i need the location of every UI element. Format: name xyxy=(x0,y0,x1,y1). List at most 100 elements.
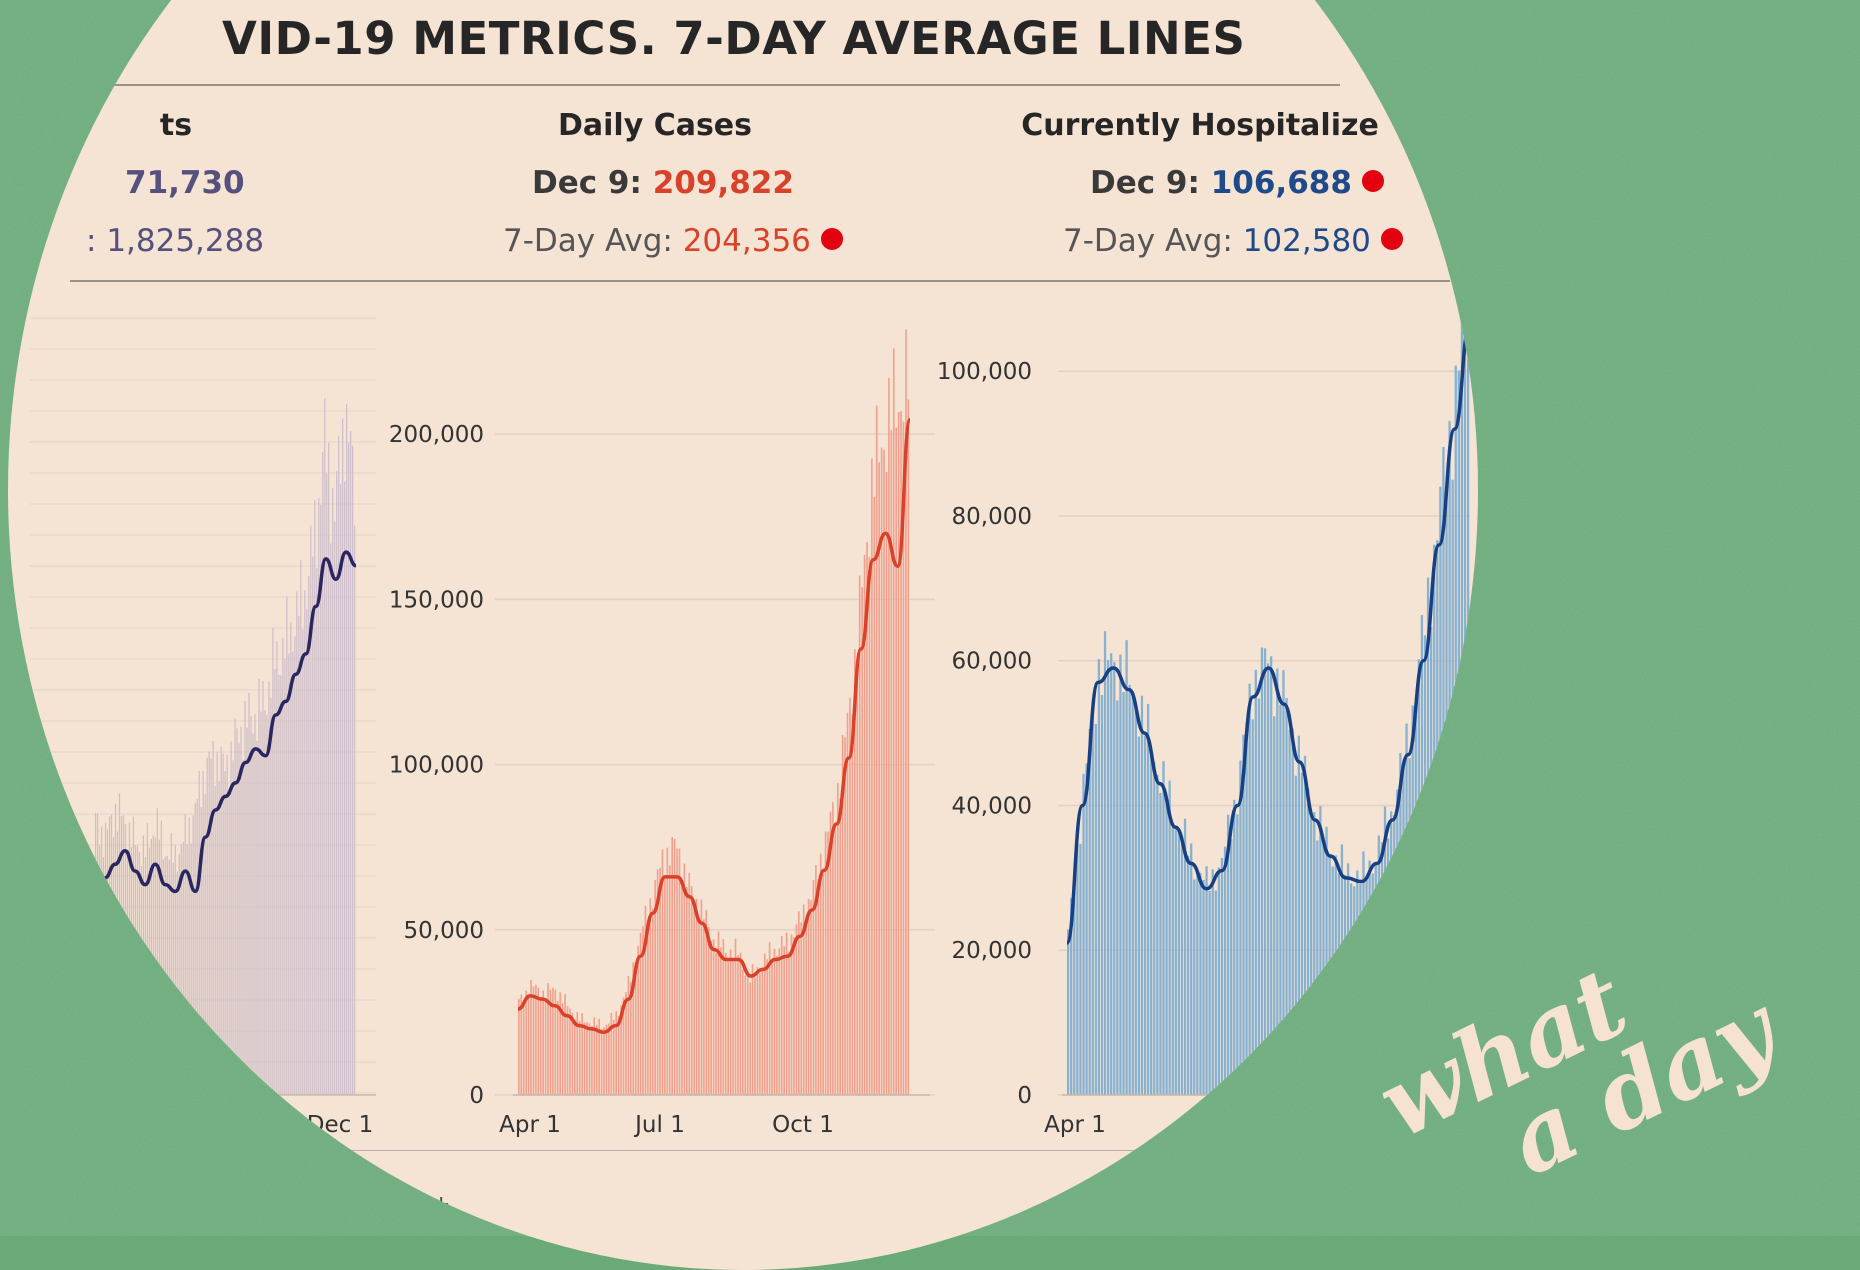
daily-bar-0-85 xyxy=(264,710,266,1095)
daily-bar-1-1 xyxy=(520,994,523,1095)
daily-bar-1-75 xyxy=(700,899,703,1095)
daily-bar-0-112 xyxy=(318,498,320,1095)
daily-bar-2-124 xyxy=(1448,420,1451,1096)
daily-bar-1-4 xyxy=(527,998,530,1095)
hosp-avg-value: 102,580 xyxy=(1242,223,1371,259)
daily-bar-2-109 xyxy=(1402,765,1405,1095)
daily-bar-0-35 xyxy=(164,856,166,1095)
daily-bar-2-14 xyxy=(1110,653,1113,1095)
x-tick-label-1-2: Oct 1 xyxy=(772,1112,834,1138)
daily-bar-2-82 xyxy=(1319,805,1322,1095)
daily-bar-1-112 xyxy=(790,934,793,1095)
daily-bar-1-157 xyxy=(900,411,902,1095)
daily-bar-2-94 xyxy=(1356,870,1359,1095)
daily-bar-1-87 xyxy=(729,949,732,1095)
daily-bar-2-129 xyxy=(1463,297,1467,1096)
avg-line-1 xyxy=(517,417,912,1034)
daily-bar-1-0 xyxy=(518,998,520,1095)
daily-bar-1-129 xyxy=(832,802,834,1095)
daily-bar-2-112 xyxy=(1411,705,1414,1095)
hosp-avg-label: 7-Day Avg: xyxy=(1063,223,1233,259)
daily-bar-0-88 xyxy=(270,697,272,1095)
daily-bar-2-114 xyxy=(1417,659,1420,1095)
daily-bar-0-65 xyxy=(224,771,226,1095)
daily-bar-1-97 xyxy=(754,977,756,1095)
daily-bar-1-122 xyxy=(815,865,817,1095)
daily-bar-0-8 xyxy=(110,814,113,1095)
daily-bar-2-18 xyxy=(1122,692,1125,1095)
daily-bar-0-55 xyxy=(204,794,206,1095)
charts-layer: Dec 1 0 50,000 100,000 150,000 200,000 Apr 1 Ju… xyxy=(30,297,1478,1138)
daily-bar-1-147 xyxy=(875,405,878,1095)
y-tick-label-2-5: 100,000 xyxy=(937,359,1032,385)
daily-bar-2-110 xyxy=(1405,723,1408,1095)
daily-bar-2-39 xyxy=(1186,855,1190,1095)
daily-bar-1-60 xyxy=(664,875,666,1095)
daily-bar-1-52 xyxy=(644,905,647,1095)
daily-bar-1-53 xyxy=(647,923,649,1095)
tests-title: ts xyxy=(159,108,193,143)
daily-bar-2-125 xyxy=(1451,479,1454,1096)
daily-bar-2-13 xyxy=(1106,660,1110,1095)
daily-bar-1-128 xyxy=(829,811,832,1095)
daily-bar-2-47 xyxy=(1211,869,1214,1095)
daily-bar-2-4 xyxy=(1079,843,1082,1095)
daily-bar-2-69 xyxy=(1279,704,1282,1095)
daily-bar-1-84 xyxy=(722,938,725,1095)
daily-bar-2-128 xyxy=(1460,319,1464,1096)
daily-bar-2-49 xyxy=(1217,867,1221,1095)
daily-bar-2-68 xyxy=(1276,668,1279,1095)
daily-bar-2-66 xyxy=(1270,656,1273,1095)
daily-bar-0-1 xyxy=(96,813,99,1095)
daily-bar-1-91 xyxy=(739,952,742,1095)
daily-bar-2-62 xyxy=(1257,698,1261,1095)
daily-bar-0-21 xyxy=(136,845,139,1095)
daily-bar-1-14 xyxy=(552,987,554,1095)
daily-bar-0-49 xyxy=(192,815,194,1095)
daily-bar-2-54 xyxy=(1233,799,1236,1095)
x-tick-label-1-1: Jul 1 xyxy=(633,1112,685,1138)
daily-bar-1-124 xyxy=(819,853,822,1095)
daily-bar-0-69 xyxy=(232,760,234,1095)
daily-bar-0-42 xyxy=(178,853,180,1095)
y-tick-label-2-3: 60,000 xyxy=(952,649,1032,675)
daily-bar-0-111 xyxy=(316,567,318,1095)
daily-bar-1-76 xyxy=(703,919,705,1095)
daily-bar-0-29 xyxy=(152,835,154,1095)
daily-bar-1-119 xyxy=(807,898,810,1095)
daily-bar-1-152 xyxy=(888,378,890,1096)
daily-bar-0-75 xyxy=(244,700,246,1095)
daily-bar-1-27 xyxy=(583,1022,586,1095)
daily-bar-2-37 xyxy=(1180,841,1184,1095)
daily-bar-1-125 xyxy=(822,873,824,1095)
daily-bar-0-54 xyxy=(202,771,204,1095)
y-tick-label-1-3: 150,000 xyxy=(389,587,484,613)
daily-bar-1-158 xyxy=(902,421,905,1096)
daily-bar-0-94 xyxy=(282,637,284,1095)
daily-bar-2-52 xyxy=(1226,814,1230,1095)
daily-bar-0-60 xyxy=(214,786,216,1095)
daily-bar-2-32 xyxy=(1165,799,1168,1095)
daily-bar-1-78 xyxy=(707,927,710,1095)
daily-bar-1-54 xyxy=(649,898,652,1095)
daily-bar-0-43 xyxy=(180,844,182,1095)
daily-bar-1-33 xyxy=(598,1018,600,1095)
daily-bar-1-160 xyxy=(907,399,910,1096)
page-title: VID-19 METRICS. 7-DAY AVERAGE LINES xyxy=(222,12,1246,65)
tests-day-value: 71,730 xyxy=(125,165,245,201)
daily-bar-0-39 xyxy=(172,862,174,1095)
daily-bar-1-71 xyxy=(690,885,693,1095)
daily-bar-2-17 xyxy=(1119,654,1122,1095)
daily-bar-1-20 xyxy=(566,1006,569,1095)
daily-bar-1-149 xyxy=(880,447,883,1096)
daily-bar-0-99 xyxy=(292,651,294,1095)
daily-bar-2-26 xyxy=(1146,703,1150,1095)
daily-bar-2-63 xyxy=(1260,647,1264,1095)
daily-bar-2-23 xyxy=(1137,736,1141,1095)
daily-bar-1-139 xyxy=(856,664,859,1095)
daily-bar-2-35 xyxy=(1174,826,1177,1095)
daily-bar-2-79 xyxy=(1310,814,1313,1095)
cases-day-value: 209,822 xyxy=(652,165,794,201)
daily-bar-2-9 xyxy=(1094,723,1097,1095)
daily-bar-0-101 xyxy=(296,591,298,1095)
